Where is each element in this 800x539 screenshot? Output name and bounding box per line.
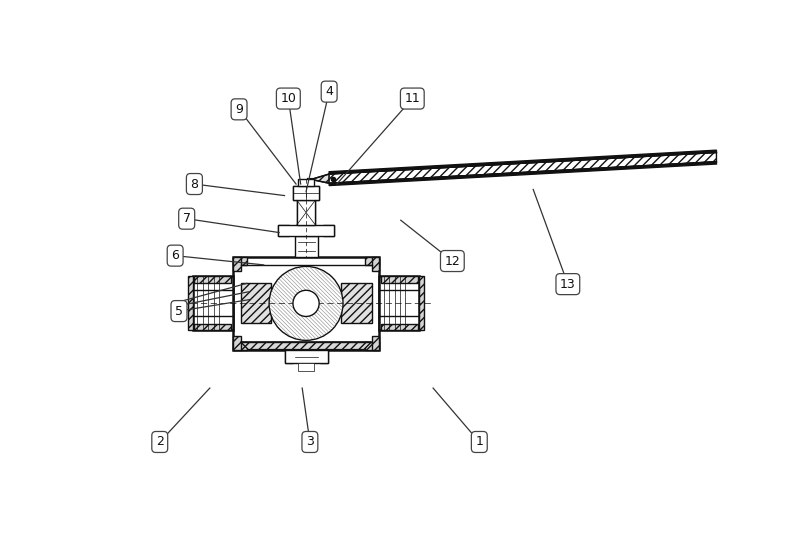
Bar [419,277,424,330]
Polygon shape [241,284,270,323]
Bar [286,350,293,363]
Bar [233,257,379,350]
Bar [366,257,379,265]
Text: 10: 10 [281,92,296,105]
Text: 7: 7 [182,212,190,225]
Bar [379,277,419,330]
Text: 2: 2 [156,436,164,448]
Bar [233,257,241,271]
Bar [293,186,319,200]
Text: 11: 11 [405,92,420,105]
Bar [286,350,328,363]
Bar [293,186,300,200]
Bar [298,363,314,371]
Text: 12: 12 [445,254,460,267]
Bar [188,277,193,330]
Bar [194,277,231,282]
Text: 6: 6 [171,249,179,262]
Bar [294,236,318,257]
Bar [233,257,246,265]
Bar [371,336,379,350]
Bar [194,324,231,330]
Polygon shape [241,342,371,350]
Polygon shape [342,284,371,323]
Bar [366,342,379,350]
Bar [323,225,334,236]
Text: 9: 9 [235,103,243,116]
Bar [233,336,241,350]
Polygon shape [329,162,717,185]
Bar [320,350,328,363]
Circle shape [269,266,343,340]
Bar [310,200,315,225]
Text: 13: 13 [560,278,576,291]
Bar [312,186,319,200]
Circle shape [293,291,319,316]
Bar [233,342,246,350]
Text: 3: 3 [306,436,314,448]
Bar [193,277,233,330]
Bar [298,178,314,186]
Text: 8: 8 [190,177,198,190]
Polygon shape [329,153,717,183]
Bar [297,200,302,225]
Bar [381,277,418,282]
Text: 5: 5 [175,305,183,317]
Bar [381,324,418,330]
Polygon shape [307,174,329,183]
Bar [297,200,315,225]
Polygon shape [307,174,329,183]
Text: 4: 4 [326,85,333,98]
Bar [371,257,379,271]
Bar [278,225,334,236]
Text: 1: 1 [475,436,483,448]
Bar [278,225,289,236]
Polygon shape [329,150,717,174]
